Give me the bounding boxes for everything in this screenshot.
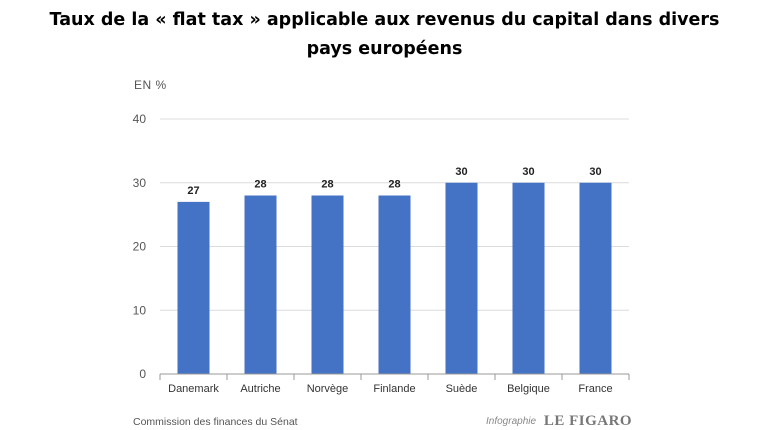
y-axis-unit-label: EN % (134, 78, 167, 92)
x-axis (159, 373, 630, 380)
y-tick-label-30: 30 (133, 176, 147, 190)
source-note: Commission des finances du Sénat (133, 416, 298, 428)
x-tick-label-finlande: Finlande (373, 383, 415, 395)
data-label-autriche: 28 (254, 179, 266, 191)
data-label-france: 30 (589, 166, 601, 178)
x-tick-label-belgique: Belgique (507, 383, 550, 395)
bar-finlande (378, 195, 411, 374)
chart-title-line-1: Taux de la « flat tax » applicable aux r… (49, 10, 720, 30)
data-label-finlande: 28 (388, 179, 400, 191)
x-tick-label-france: France (578, 383, 612, 395)
bar-belgique (512, 182, 545, 374)
y-tick-label-0: 0 (139, 367, 146, 381)
bar-danemark (177, 201, 210, 374)
publisher-logo: LE FIGARO (543, 413, 633, 429)
x-tick-label-danemark: Danemark (168, 383, 219, 395)
data-label-norvège: 28 (321, 179, 333, 191)
y-tick-label-10: 10 (133, 303, 147, 317)
labels: 0 10 20 30 40 27 28 28 28 30 30 30 Danemark Autriche N… (133, 112, 613, 395)
data-label-belgique: 30 (522, 166, 534, 178)
chart-title-line-2: pays européens (306, 39, 463, 59)
y-tick-label-40: 40 (133, 112, 147, 126)
x-tick-label-suède: Suède (446, 383, 478, 395)
x-tick-label-autriche: Autriche (240, 383, 280, 395)
bar-norvège (311, 195, 344, 374)
credit: Infographie LE FIGARO (486, 413, 632, 430)
x-tick-label-norvège: Norvège (307, 383, 349, 395)
data-label-suède: 30 (455, 166, 467, 178)
y-tick-label-20: 20 (133, 240, 147, 254)
bar-suède (445, 182, 478, 374)
bar-autriche (244, 195, 277, 374)
credit-label: Infographie (486, 416, 537, 427)
bars (177, 182, 612, 374)
bar-france (579, 182, 612, 374)
data-label-danemark: 27 (187, 185, 199, 197)
chart-title: Taux de la « flat tax » applicable aux r… (0, 6, 769, 64)
